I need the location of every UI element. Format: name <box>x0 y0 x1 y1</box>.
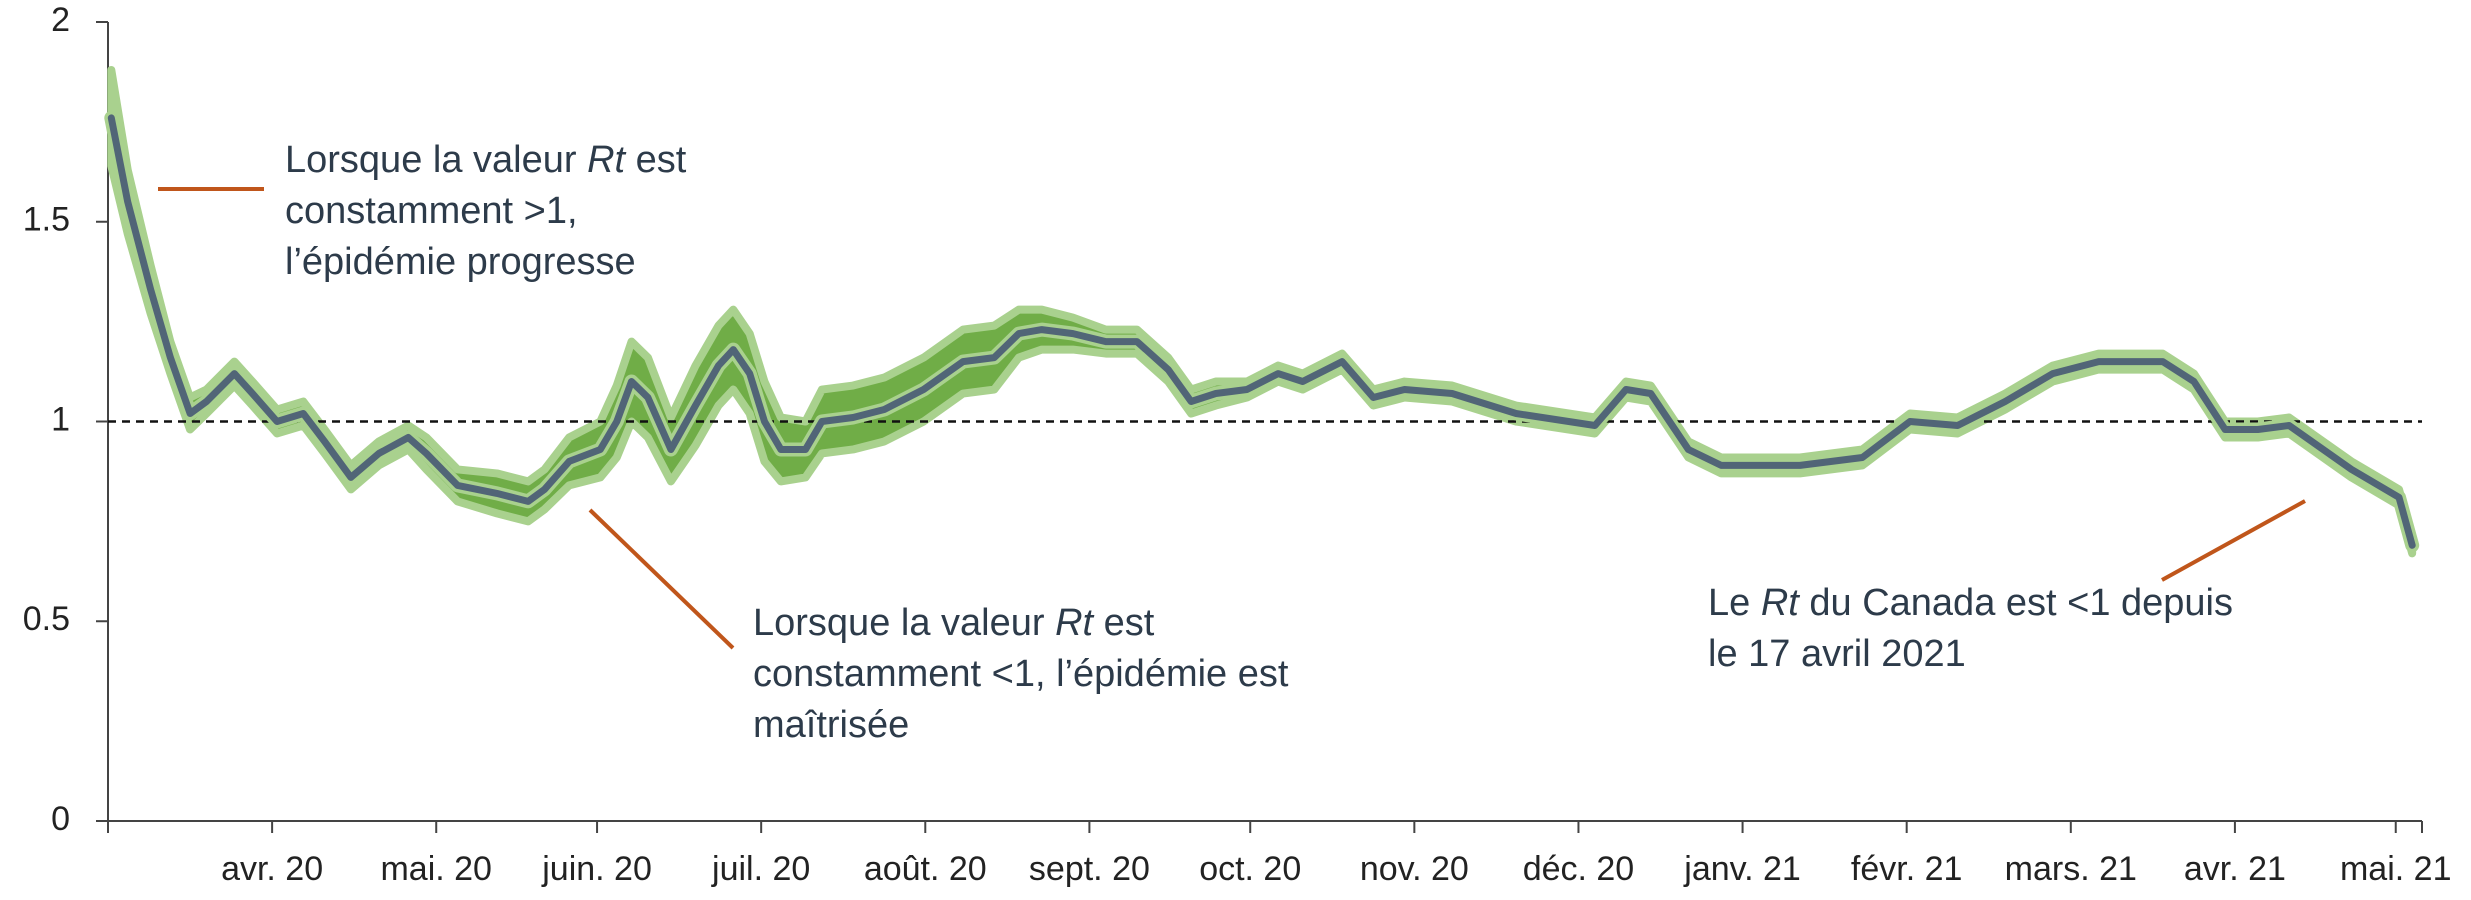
y-tick-label: 0.5 <box>23 600 70 638</box>
x-tick-label: mai. 20 <box>380 850 492 888</box>
annotation-text: Lorsque la valeur Rt est <box>285 139 687 181</box>
annotation-segment: Rt <box>587 139 626 181</box>
x-tick-label: sept. 20 <box>1029 850 1150 888</box>
annotation-segment: l’épidémie progresse <box>285 241 636 283</box>
annotation-segment: Rt <box>1761 582 1800 624</box>
x-tick-label: juil. 20 <box>711 850 810 888</box>
annotation-text: le 17 avril 2021 <box>1708 633 1966 675</box>
annotation-segment: maîtrisée <box>753 704 909 746</box>
rt-line <box>107 114 2416 549</box>
annotation-segment: le 17 avril 2021 <box>1708 633 1966 675</box>
annotation-segment: Lorsque la valeur <box>753 602 1055 644</box>
y-tick-label: 1 <box>51 400 70 438</box>
x-tick-label: avr. 21 <box>2184 850 2286 888</box>
x-tick-label: oct. 20 <box>1199 850 1301 888</box>
annotation-segment: constamment <1, l’épidémie est <box>753 653 1289 695</box>
x-tick-label: août. 20 <box>864 850 987 888</box>
annotation-text: constamment >1, <box>285 190 578 232</box>
x-tick-label: déc. 20 <box>1523 850 1635 888</box>
x-tick-label: nov. 20 <box>1360 850 1469 888</box>
annotation-text: constamment <1, l’épidémie est <box>753 653 1289 695</box>
annotation-text: maîtrisée <box>753 704 909 746</box>
annotation-segment: Rt <box>1055 602 1094 644</box>
x-tick-label: juin. 20 <box>541 850 652 888</box>
annotation-text: Le Rt du Canada est <1 depuis <box>1708 582 2233 624</box>
annotation-pointer <box>588 508 735 650</box>
annotation-segment: est <box>1093 602 1155 644</box>
annotation-text: Lorsque la valeur Rt est <box>753 602 1155 644</box>
x-tick-label: avr. 20 <box>221 850 323 888</box>
annotation-pointer <box>2161 499 2306 582</box>
annotation-segment: constamment >1, <box>285 190 578 232</box>
annotation-segment: est <box>625 139 687 181</box>
x-tick-label: févr. 21 <box>1851 850 1963 888</box>
y-tick-label: 0 <box>51 800 70 838</box>
annotation-text: l’épidémie progresse <box>285 241 636 283</box>
x-tick-label: janv. 21 <box>1683 850 1801 888</box>
x-tick-label: mai. 21 <box>2340 850 2452 888</box>
y-tick-label: 1.5 <box>23 201 70 239</box>
annotation-segment: Le <box>1708 582 1761 624</box>
y-tick-label: 2 <box>51 1 70 39</box>
x-tick-label: mars. 21 <box>2005 850 2137 888</box>
annotation-segment: du Canada est <1 depuis <box>1799 582 2233 624</box>
annotation-segment: Lorsque la valeur <box>285 139 587 181</box>
